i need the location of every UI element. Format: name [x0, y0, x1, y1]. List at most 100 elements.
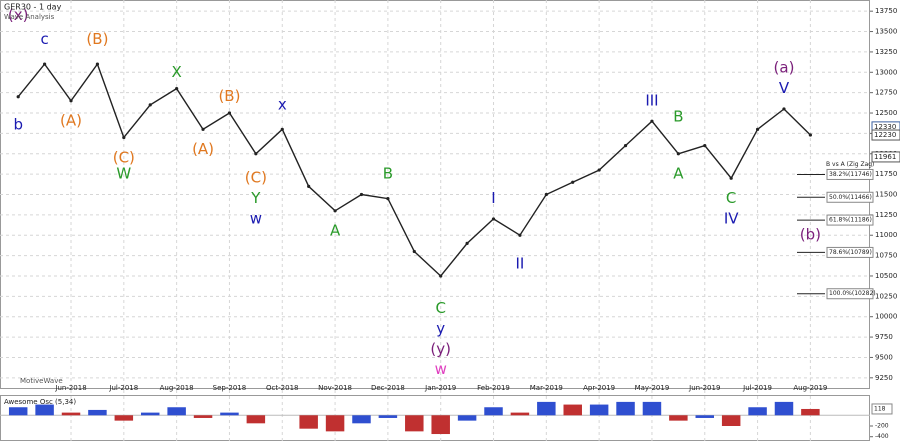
oscillator-bar — [510, 412, 530, 416]
wave-label: (a) — [774, 59, 795, 77]
wave-label: x — [278, 95, 287, 113]
fib-title: B vs A (Zig Zag) — [826, 161, 874, 168]
x-tick-label: Apr-2019 — [583, 384, 615, 392]
price-point — [650, 119, 654, 123]
oscillator-bar — [642, 401, 662, 416]
price-point — [808, 133, 812, 137]
price-point — [201, 127, 205, 131]
x-tick-label: Aug-2018 — [160, 384, 194, 392]
price-point — [95, 62, 100, 66]
fib-label: 38.2%(11746) — [829, 171, 872, 178]
wave-label: W — [116, 165, 131, 183]
oscillator-bar — [748, 407, 767, 416]
price-label: 11961 — [874, 153, 896, 161]
oscillator-bar — [114, 415, 134, 421]
wave-label: B — [383, 165, 393, 183]
oscillator-title: Awesome Osc (5,34) — [4, 398, 76, 406]
oscillator-tick-label: -200 — [875, 423, 889, 430]
x-tick-label: Dec-2018 — [371, 384, 405, 392]
oscillator-bar — [325, 415, 345, 432]
x-tick-label: Jul-2018 — [108, 384, 138, 392]
footer: MotiveWave — [20, 377, 63, 385]
price-point — [571, 180, 575, 184]
grid — [0, 0, 870, 441]
price-point — [491, 217, 496, 221]
y-tick-label: 11000 — [875, 231, 897, 239]
wave-label: A — [673, 165, 684, 183]
x-tick-label: Mar-2019 — [530, 384, 563, 392]
price-point — [782, 107, 786, 111]
price-point — [16, 95, 20, 99]
y-tick-label: 11750 — [875, 170, 897, 178]
price-point — [676, 152, 680, 156]
oscillator-bar — [61, 412, 81, 416]
fib-label: 100.0%(10282) — [829, 290, 876, 297]
oscillator-bar — [88, 409, 107, 416]
price-point — [597, 168, 601, 172]
wave-label: b — [13, 116, 23, 134]
y-tick-label: 9250 — [875, 374, 893, 382]
y-tick-label: 11250 — [875, 211, 897, 219]
wave-label: c — [40, 30, 48, 48]
oscillator-bar — [774, 401, 794, 416]
price-label: 12330 — [874, 123, 896, 131]
y-tick-label: 13750 — [875, 7, 897, 15]
wave-label: (B) — [86, 30, 108, 48]
fib-label: 78.6%(10789) — [829, 249, 872, 256]
oscillator-bar — [589, 404, 609, 416]
fib-box — [826, 191, 874, 203]
fib-box — [826, 288, 874, 300]
oscillator-bar — [537, 401, 556, 416]
oscillator-bar — [563, 404, 582, 416]
oscillator-bar — [35, 404, 54, 416]
wave-label: III — [645, 91, 658, 109]
x-tick-label: Aug-2019 — [793, 384, 827, 392]
price-point — [175, 86, 179, 91]
price-point — [386, 196, 390, 201]
wave-label: II — [515, 254, 524, 272]
y-tick-label: 12750 — [875, 89, 897, 97]
oscillator-current: 118 — [874, 405, 886, 412]
chart-subtitle: Wave Analysis — [4, 13, 55, 21]
price-point — [122, 135, 126, 140]
oscillator-bar — [405, 415, 424, 432]
price-point — [43, 62, 47, 66]
wave-label: X — [172, 63, 182, 81]
oscillator-tick-label: -400 — [875, 433, 889, 440]
wave-label: A — [330, 222, 341, 240]
price-box — [871, 129, 900, 141]
x-tick-label: Jun-2018 — [54, 384, 86, 392]
price-point — [518, 233, 522, 237]
wave-label: (b) — [800, 226, 821, 244]
x-tick-label: May-2019 — [635, 384, 670, 392]
oscillator-bar — [695, 415, 715, 418]
x-tick-label: Jan-2019 — [424, 384, 456, 392]
price-point — [703, 144, 707, 148]
oscillator-bar — [457, 415, 477, 421]
wave-label: I — [491, 189, 495, 207]
oscillator-bar — [484, 407, 503, 416]
oscillator-panel-frame — [0, 395, 870, 441]
oscillator-bar — [140, 412, 160, 416]
oscillator-bar — [669, 415, 688, 421]
plot: bc(x)(A)(B)(C)WX(A)(B)(C)YwxABCy(y)wIIII… — [8, 6, 821, 378]
price-point — [359, 192, 364, 197]
y-tick-label: 10250 — [875, 292, 897, 300]
price-point — [465, 241, 469, 245]
wave-label: V — [779, 79, 790, 97]
fib-label: 50.0%(11466) — [829, 194, 872, 201]
y-tick-label: 9750 — [875, 333, 893, 341]
wave-label: (x) — [8, 6, 29, 24]
oscillator-bar — [193, 415, 213, 418]
oscillator-bar — [378, 415, 398, 418]
price-box — [871, 151, 900, 163]
wave-label: w — [435, 360, 447, 378]
fib-label: 61.8%(11186) — [829, 217, 872, 224]
y-tick-label: 13000 — [875, 68, 897, 76]
oscillator-bar — [801, 408, 820, 416]
wave-label: (C) — [245, 169, 267, 187]
oscillator-bar — [352, 415, 371, 424]
price-point — [307, 184, 311, 188]
